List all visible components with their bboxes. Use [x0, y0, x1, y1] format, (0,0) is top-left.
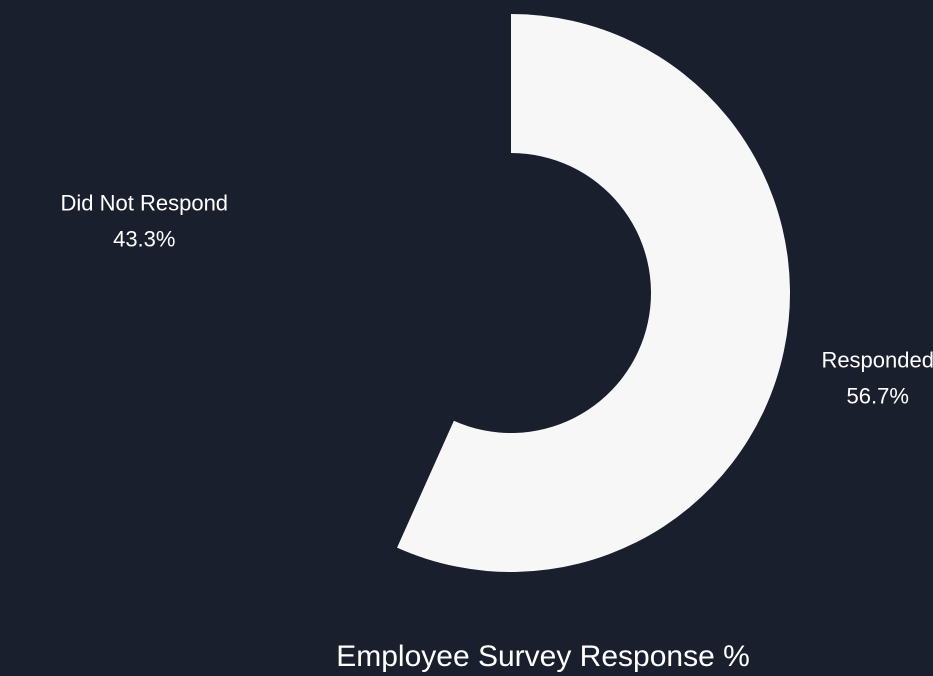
slice-responded — [396, 14, 790, 573]
slice-value: 56.7% — [847, 383, 909, 408]
chart-title: Employee Survey Response % — [336, 640, 750, 673]
slice-value: 43.3% — [113, 227, 175, 252]
slice-label: Responded — [821, 347, 933, 372]
slice-did-not-respond — [232, 14, 511, 548]
slice-labels: Responded 56.7% Did Not Respond 43.3% — [61, 191, 933, 409]
donut-slices — [232, 14, 790, 573]
slice-label: Did Not Respond — [61, 191, 229, 216]
